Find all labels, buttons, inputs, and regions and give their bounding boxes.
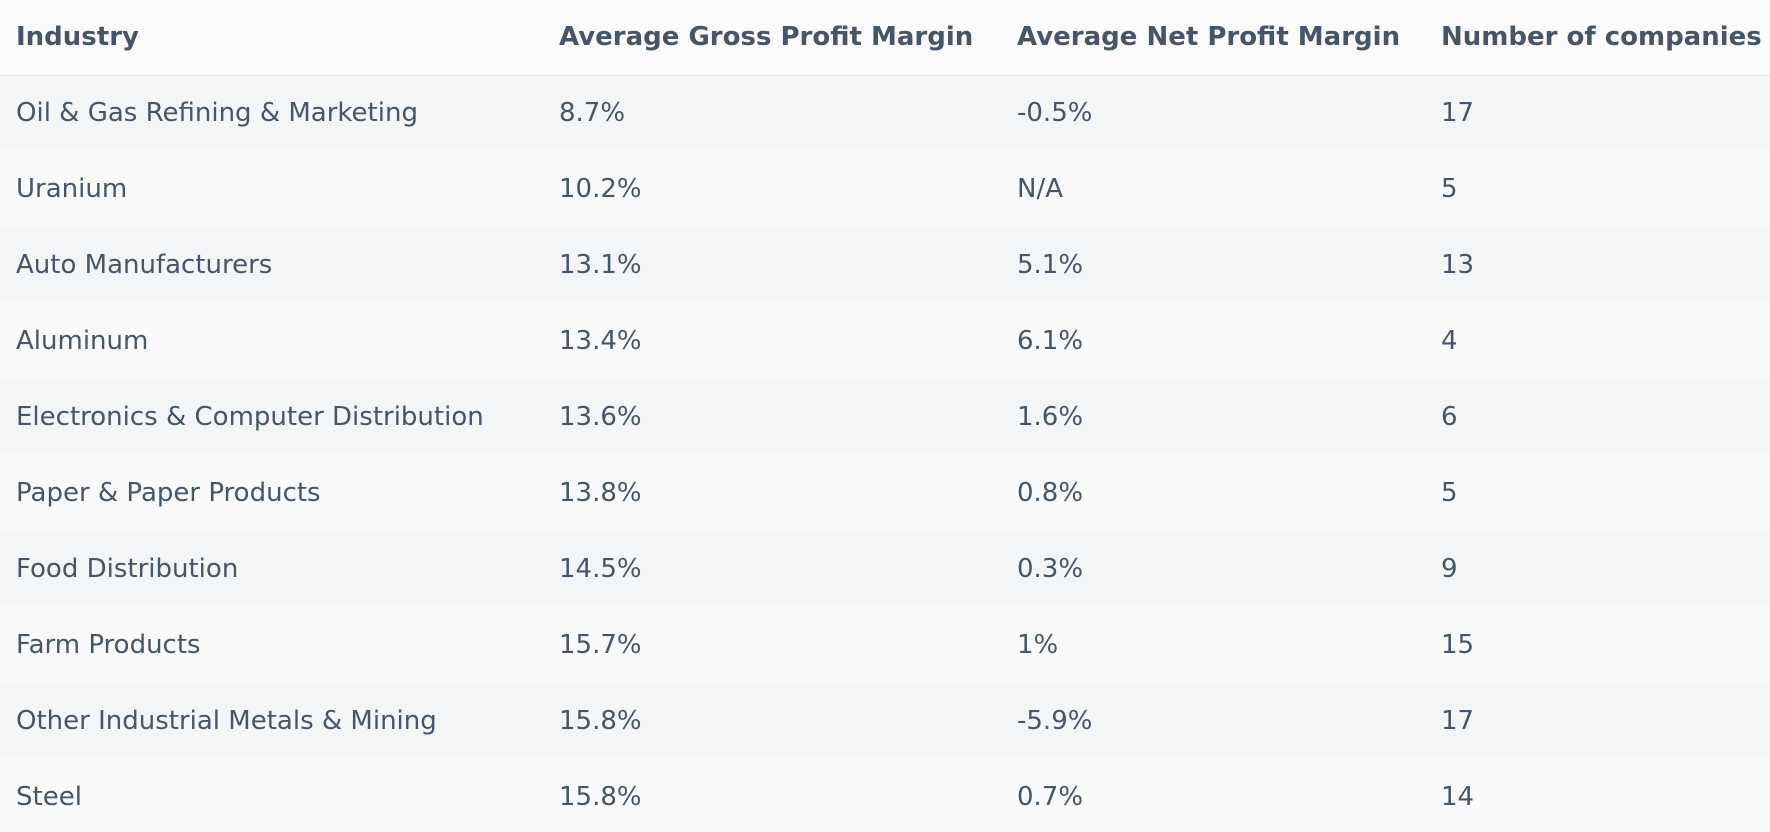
cell-net-margin: 5.1%: [1017, 250, 1084, 280]
cell-gross-margin: 10.2%: [559, 174, 642, 204]
cell-company-count: 6: [1441, 402, 1458, 432]
column-header-company-count[interactable]: Number of companies: [1441, 22, 1762, 53]
cell-net-margin: 6.1%: [1017, 326, 1084, 356]
table-row[interactable]: Uranium 10.2% N/A 5: [0, 151, 1770, 227]
cell-industry: Farm Products: [16, 630, 201, 660]
cell-company-count: 17: [1441, 98, 1475, 129]
table-row[interactable]: Farm Products 15.7% 1% 15: [0, 607, 1770, 683]
cell-company-count: 14: [1441, 782, 1475, 812]
table-row[interactable]: Oil & Gas Refining & Marketing 8.7% -0.5…: [0, 75, 1770, 151]
cell-industry: Paper & Paper Products: [16, 478, 321, 508]
cell-net-margin: N/A: [1017, 174, 1063, 204]
cell-company-count: 9: [1441, 554, 1458, 584]
table-row[interactable]: Aluminum 13.4% 6.1% 4: [0, 303, 1770, 379]
cell-gross-margin: 13.4%: [559, 326, 642, 356]
table-row[interactable]: Food Distribution 14.5% 0.3% 9: [0, 531, 1770, 607]
table-row[interactable]: Paper & Paper Products 13.8% 0.8% 5: [0, 455, 1770, 531]
cell-industry: Aluminum: [16, 326, 149, 356]
cell-gross-margin: 14.5%: [559, 554, 642, 584]
cell-net-margin: 1.6%: [1017, 402, 1084, 432]
cell-net-margin: -0.5%: [1017, 98, 1093, 129]
header-row: Industry Average Gross Profit Margin Ave…: [0, 0, 1770, 75]
cell-net-margin: 1%: [1017, 630, 1059, 660]
cell-gross-margin: 13.1%: [559, 250, 642, 280]
table-header: Industry Average Gross Profit Margin Ave…: [0, 0, 1770, 75]
column-header-industry[interactable]: Industry: [16, 22, 139, 53]
cell-gross-margin: 13.8%: [559, 478, 642, 508]
cell-company-count: 15: [1441, 630, 1475, 660]
table-row[interactable]: Electronics & Computer Distribution 13.6…: [0, 379, 1770, 455]
cell-gross-margin: 13.6%: [559, 402, 642, 432]
cell-industry: Electronics & Computer Distribution: [16, 402, 484, 432]
cell-industry: Food Distribution: [16, 554, 239, 584]
table-body: Oil & Gas Refining & Marketing 8.7% -0.5…: [0, 75, 1770, 832]
cell-net-margin: 0.8%: [1017, 478, 1084, 508]
cell-gross-margin: 15.7%: [559, 630, 642, 660]
table-row[interactable]: Steel 15.8% 0.7% 14: [0, 759, 1770, 832]
cell-net-margin: -5.9%: [1017, 706, 1093, 736]
cell-gross-margin: 8.7%: [559, 98, 626, 129]
table-row[interactable]: Auto Manufacturers 13.1% 5.1% 13: [0, 227, 1770, 303]
cell-industry: Steel: [16, 782, 82, 812]
cell-company-count: 13: [1441, 250, 1475, 280]
cell-gross-margin: 15.8%: [559, 706, 642, 736]
cell-company-count: 4: [1441, 326, 1458, 356]
cell-net-margin: 0.3%: [1017, 554, 1084, 584]
cell-industry: Oil & Gas Refining & Marketing: [16, 98, 418, 129]
cell-company-count: 5: [1441, 478, 1458, 508]
cell-industry: Uranium: [16, 174, 128, 204]
table-row[interactable]: Other Industrial Metals & Mining 15.8% -…: [0, 683, 1770, 759]
cell-company-count: 17: [1441, 706, 1475, 736]
column-header-gross-margin[interactable]: Average Gross Profit Margin: [559, 22, 974, 53]
column-header-net-margin[interactable]: Average Net Profit Margin: [1017, 22, 1401, 53]
cell-net-margin: 0.7%: [1017, 782, 1084, 812]
cell-industry: Auto Manufacturers: [16, 250, 273, 280]
cell-industry: Other Industrial Metals & Mining: [16, 706, 437, 736]
cell-company-count: 5: [1441, 174, 1458, 204]
cell-gross-margin: 15.8%: [559, 782, 642, 812]
